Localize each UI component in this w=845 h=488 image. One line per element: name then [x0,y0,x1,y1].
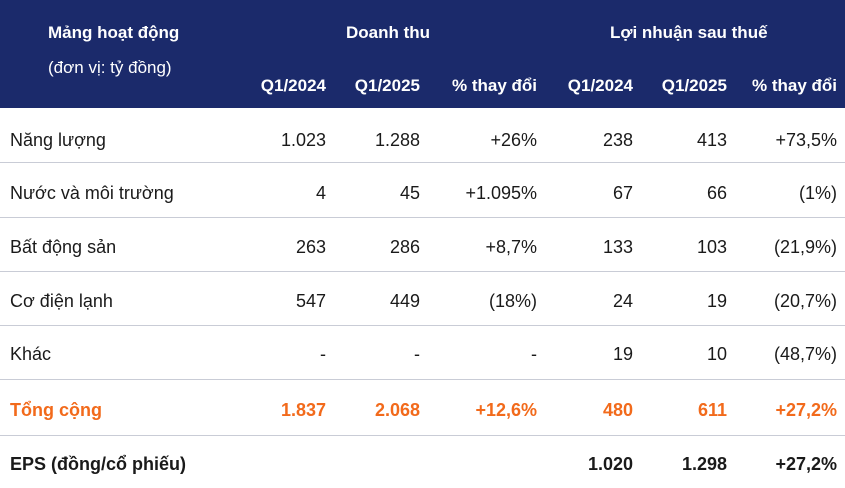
table-cell: (21,9%) [773,237,837,257]
table-cell: 480 [602,400,633,420]
col-profit-q1-2025: Q1/2025 [661,76,727,95]
col-profit-q1-2024: Q1/2024 [567,76,633,95]
table-cell: 4 [315,183,326,203]
table-cell: (20,7%) [773,291,837,311]
row-label: Cơ điện lạnh [10,291,113,311]
table-cell: 547 [295,291,326,311]
table-cell: - [414,344,420,364]
col-revenue-q1-2024: Q1/2024 [260,76,326,95]
table-cell: 286 [389,237,420,257]
table-row: Khác - - - 19 10 (48,7%) [0,326,845,380]
col-revenue-change: % thay đổi [451,76,537,95]
table-cell: +27,2% [775,400,837,420]
table-cell: 1.298 [681,454,727,474]
revenue-group-header: Doanh thu [346,23,431,42]
row-label: Năng lượng [10,130,106,150]
table-cell: 1.023 [280,130,326,150]
table-cell: 45 [399,183,420,203]
table-cell: 263 [295,237,326,257]
table-cell: +1.095% [465,183,537,203]
table-cell: 238 [602,130,633,150]
table-row: Bất động sản 263 286 +8,7% 133 103 (21,9… [0,218,845,272]
table-cell: - [320,344,326,364]
table-header: Mảng hoạt động (đơn vị: tỷ đồng) Doanh t… [0,0,845,108]
table-cell: 1.020 [587,454,633,474]
table-cell: 19 [612,344,633,364]
table-cell: 19 [706,291,727,311]
eps-row: EPS (đồng/cổ phiếu) 1.020 1.298 +27,2% [0,436,845,488]
table-cell: (1%) [798,183,837,203]
total-row: Tổng cộng 1.837 2.068 +12,6% 480 611 +27… [0,380,845,436]
row-label: Khác [10,344,52,364]
table-cell: +8,7% [485,237,537,257]
table-row: Năng lượng 1.023 1.288 +26% 238 413 +73,… [0,108,845,163]
table-row: Cơ điện lạnh 547 449 (18%) 24 19 (20,7%) [0,272,845,326]
table-cell: +12,6% [475,400,537,420]
table-cell: 24 [612,291,633,311]
table-cell: 413 [696,130,727,150]
table-cell: 10 [706,344,727,364]
eps-label: EPS (đồng/cổ phiếu) [10,454,186,474]
table-cell: 103 [696,237,727,257]
table-cell: 67 [612,183,633,203]
total-label: Tổng cộng [10,400,102,420]
table-cell: 133 [602,237,633,257]
row-label: Nước và môi trường [10,183,174,203]
table-row: Nước và môi trường 4 45 +1.095% 67 66 (1… [0,163,845,218]
table-cell: 449 [389,291,420,311]
row-label: Bất động sản [10,237,117,257]
segment-column-title: Mảng hoạt động [48,23,180,42]
col-profit-change: % thay đổi [751,76,837,95]
table-cell: 1.837 [280,400,326,420]
table-cell: (48,7%) [773,344,837,364]
profit-group-header: Lợi nhuận sau thuế [610,23,768,42]
table-cell: 66 [706,183,727,203]
table-cell: +27,2% [775,454,837,474]
table-cell: - [531,344,537,364]
table-cell: +26% [490,130,537,150]
table-cell: +73,5% [775,130,837,150]
table-cell: 611 [697,400,727,420]
table-cell: 2.068 [374,400,420,420]
table-cell: 1.288 [374,130,420,150]
table-cell: (18%) [488,291,537,311]
col-revenue-q1-2025: Q1/2025 [354,76,420,95]
unit-note: (đơn vị: tỷ đồng) [48,58,172,77]
